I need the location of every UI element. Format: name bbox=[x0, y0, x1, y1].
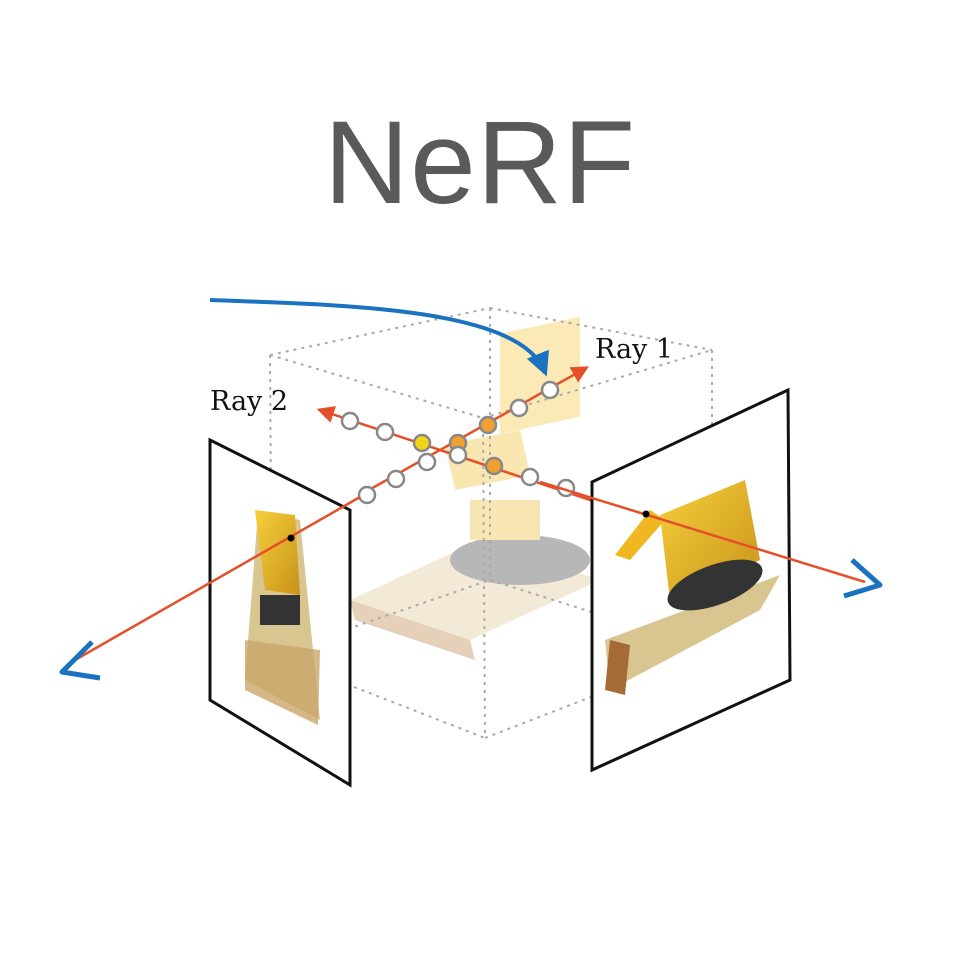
transfer-arrow bbox=[209, 298, 549, 377]
sample-point bbox=[417, 452, 437, 472]
sample-point bbox=[484, 456, 504, 476]
camera-left-icon bbox=[59, 640, 101, 681]
sample-point bbox=[357, 485, 377, 505]
sample-point bbox=[478, 415, 498, 435]
ray-1-samples bbox=[357, 380, 560, 505]
ray-1-outer bbox=[539, 480, 866, 584]
sample-point bbox=[340, 411, 360, 431]
ray-2-outer bbox=[74, 495, 361, 662]
ray-1-pixel bbox=[642, 510, 650, 518]
ray-1-label: Ray 1 bbox=[595, 334, 673, 365]
diagram-title: NeRF bbox=[323, 97, 637, 229]
camera-right-icon bbox=[843, 558, 883, 599]
sample-point bbox=[520, 467, 540, 487]
sample-point bbox=[412, 433, 432, 453]
sample-point bbox=[386, 469, 406, 489]
image-plane-right bbox=[590, 387, 792, 773]
image-plane-left bbox=[208, 437, 352, 788]
sample-point bbox=[375, 422, 395, 442]
sample-point bbox=[540, 380, 560, 400]
ray-2-label: Ray 2 bbox=[210, 386, 288, 417]
sample-point bbox=[448, 445, 468, 465]
ray-2-pixel bbox=[287, 534, 295, 542]
sample-point bbox=[509, 398, 529, 418]
